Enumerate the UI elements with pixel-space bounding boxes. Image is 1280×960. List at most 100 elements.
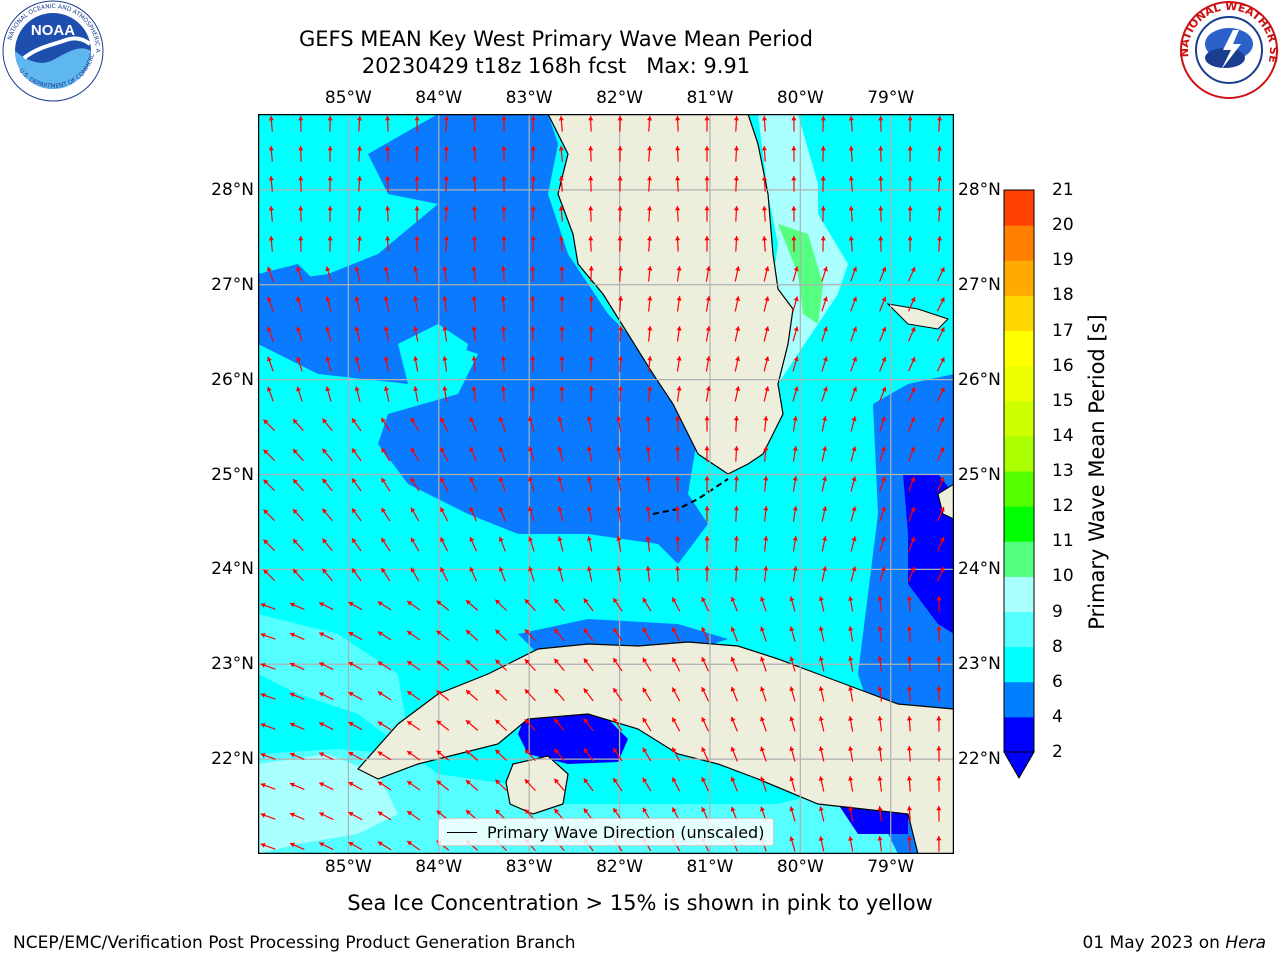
wave-direction-arrow xyxy=(705,356,711,372)
wave-direction-arrow xyxy=(791,145,797,162)
wave-direction-arrow xyxy=(763,326,770,342)
wave-direction-arrow xyxy=(792,386,799,402)
wave-direction-arrow xyxy=(413,386,419,402)
wave-direction-arrow xyxy=(936,386,945,402)
footer-date: 01 May 2023 on Hera xyxy=(1083,933,1267,953)
wave-direction-arrow xyxy=(354,356,361,372)
wave-direction-arrow xyxy=(792,416,798,432)
wave-direction-arrow xyxy=(733,565,739,582)
wave-direction-arrow xyxy=(879,536,886,552)
wave-direction-arrow xyxy=(325,296,332,312)
wave-direction-arrow xyxy=(354,266,361,282)
wave-direction-arrow xyxy=(377,781,392,791)
wave-direction-arrow xyxy=(907,235,913,252)
wave-direction-arrow xyxy=(734,356,741,372)
wave-direction-arrow xyxy=(848,145,854,162)
colorbar-segment xyxy=(1004,400,1034,437)
chart-subtitle: 20230429 t18z 168h fcst Max: 9.91 xyxy=(361,54,751,78)
wave-direction-arrow xyxy=(436,750,450,761)
wave-direction-arrow xyxy=(494,629,508,641)
wave-direction-arrow xyxy=(906,775,913,792)
footer-branch: NCEP/EMC/Verification Post Processing Pr… xyxy=(13,933,576,953)
wave-direction-arrow xyxy=(820,235,826,252)
wave-direction-arrow xyxy=(383,296,390,312)
wave-direction-arrow xyxy=(671,597,681,612)
colorbar-segment xyxy=(1004,225,1034,261)
wave-direction-arrow xyxy=(906,685,913,702)
wave-direction-arrow xyxy=(318,722,334,731)
wave-direction-arrow xyxy=(263,479,275,491)
wave-direction-arrow xyxy=(413,356,419,372)
wave-direction-arrow xyxy=(676,296,682,312)
colorbar-tick-label: 10 xyxy=(1052,566,1074,587)
wave-direction-arrow xyxy=(498,416,506,432)
wave-direction-arrow xyxy=(818,836,825,852)
wave-direction-arrow xyxy=(260,842,276,850)
wave-direction-arrow xyxy=(879,296,887,312)
wave-direction-arrow xyxy=(675,415,681,432)
wave-direction-arrow xyxy=(906,715,913,732)
wave-direction-arrow xyxy=(356,235,363,252)
colorbar-tick-label: 4 xyxy=(1052,706,1063,727)
wave-direction-arrow xyxy=(260,782,276,790)
wave-direction-arrow xyxy=(588,325,594,342)
lat-tick-left: 28°N xyxy=(211,179,254,200)
wave-direction-arrow xyxy=(642,627,652,642)
wave-direction-arrow xyxy=(763,506,769,522)
wave-direction-arrow xyxy=(559,386,565,402)
wave-direction-arrow xyxy=(850,296,858,312)
lon-tick-top: 80°W xyxy=(776,88,824,108)
wave-direction-arrow xyxy=(907,386,916,402)
wave-direction-arrow xyxy=(646,145,653,162)
wave-direction-arrow xyxy=(642,777,652,792)
wave-direction-arrow xyxy=(260,722,276,730)
colorbar xyxy=(1003,189,1035,780)
colorbar-tick-label: 19 xyxy=(1052,250,1074,271)
wave-direction-arrow xyxy=(588,235,594,252)
wave-direction-arrow xyxy=(406,780,421,791)
wave-direction-arrow xyxy=(321,448,333,462)
wave-direction-arrow xyxy=(443,235,449,252)
wave-direction-arrow xyxy=(348,601,363,611)
wave-direction-arrow xyxy=(583,628,594,642)
wave-direction-arrow xyxy=(414,146,420,162)
colorbar-segment xyxy=(1004,611,1034,648)
land-cuba xyxy=(357,641,954,854)
wave-direction-arrow xyxy=(583,778,594,792)
wave-direction-arrow xyxy=(471,326,477,342)
wave-direction-arrow xyxy=(385,145,391,162)
lon-tick-bot: 85°W xyxy=(324,857,372,877)
wave-direction-arrow xyxy=(292,478,304,492)
wave-direction-arrow xyxy=(906,655,913,672)
wave-direction-arrow xyxy=(318,662,334,671)
wave-direction-arrow xyxy=(327,145,333,162)
wave-direction-arrow xyxy=(443,205,449,222)
wave-direction-arrow xyxy=(268,115,274,132)
wave-direction-arrow xyxy=(553,598,565,612)
wave-direction-arrow xyxy=(406,660,421,671)
wave-direction-arrow xyxy=(260,602,276,610)
wave-direction-arrow xyxy=(354,386,361,402)
wave-direction-arrow xyxy=(524,688,536,702)
wave-direction-arrow xyxy=(377,631,392,641)
nws-logo: NATIONAL WEATHER SERVICE xyxy=(1179,0,1279,99)
wave-direction-arrow xyxy=(671,657,681,672)
wave-direction-arrow xyxy=(733,445,739,462)
colorbar-tick-label: 17 xyxy=(1052,320,1074,341)
wave-direction-arrow xyxy=(327,205,333,222)
wave-direction-arrow xyxy=(646,115,653,132)
wave-direction-arrow xyxy=(443,175,449,192)
wave-direction-arrow xyxy=(761,175,768,192)
ocean-mid-gulf xyxy=(258,114,708,564)
wave-direction-arrow xyxy=(494,719,508,731)
wave-direction-arrow xyxy=(586,446,593,462)
wave-direction-arrow xyxy=(675,535,681,552)
wave-direction-arrow xyxy=(848,626,854,642)
wave-direction-arrow xyxy=(436,600,450,611)
wave-direction-arrow xyxy=(557,476,564,492)
wave-direction-arrow xyxy=(936,205,943,222)
wave-direction-arrow xyxy=(383,266,390,282)
wave-direction-arrow xyxy=(647,326,653,342)
wave-direction-arrow xyxy=(321,538,333,552)
colorbar-segment xyxy=(1004,646,1034,683)
